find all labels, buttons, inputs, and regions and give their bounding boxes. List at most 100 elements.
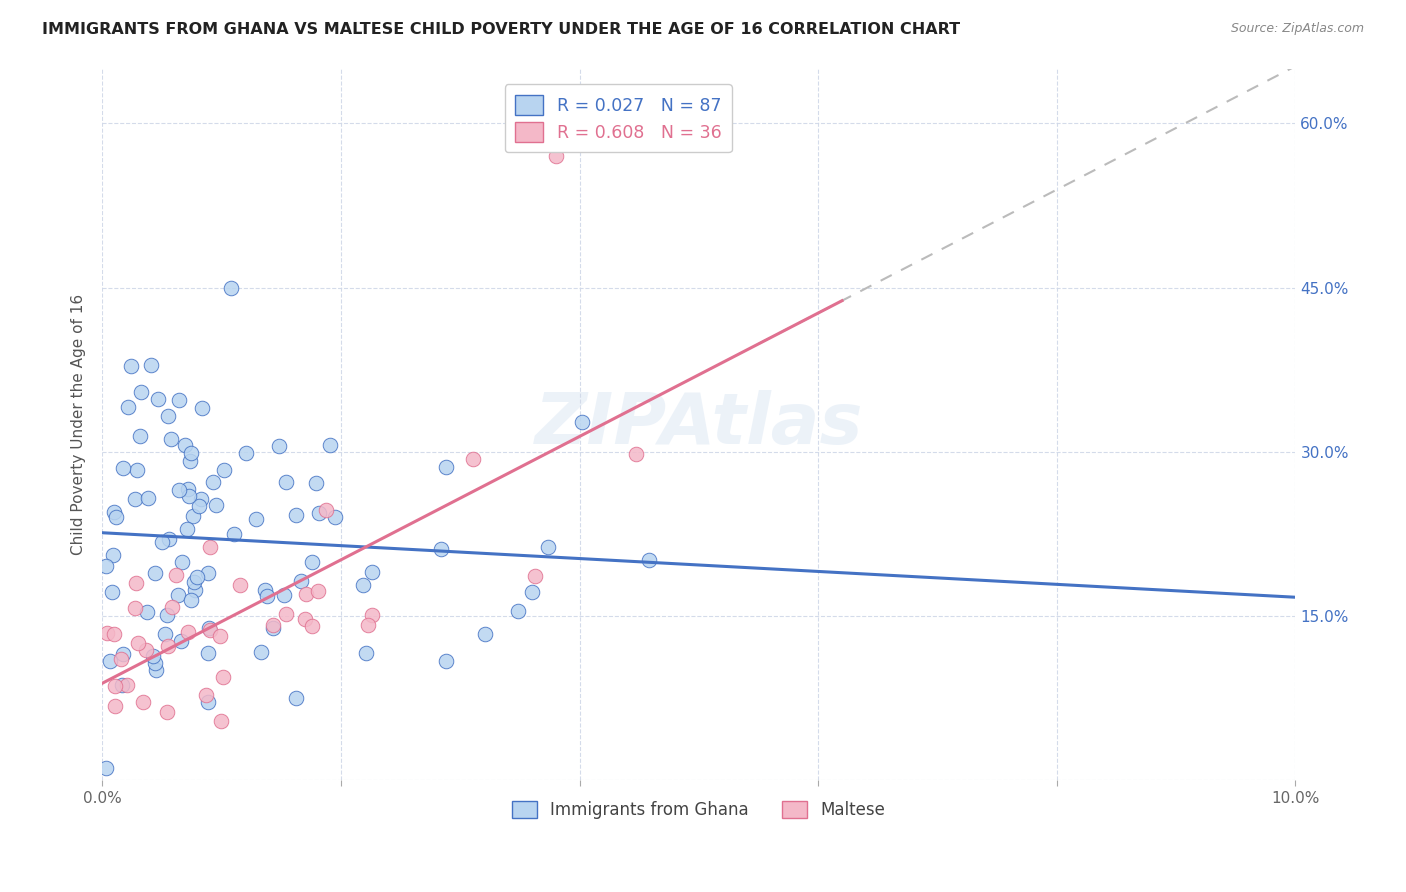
Point [256,589,278,603]
Point [463,452,485,467]
Point [124,600,146,615]
Point [544,149,567,163]
Point [626,447,648,461]
Point [352,577,374,591]
Point [135,642,157,657]
Point [276,475,298,489]
Point [219,280,242,294]
Y-axis label: Child Poverty Under the Age of 16: Child Poverty Under the Age of 16 [72,293,86,555]
Point [315,502,337,516]
Point [179,454,201,468]
Point [173,438,195,452]
Point [197,621,219,635]
Point [253,582,276,597]
Point [157,532,180,546]
Point [520,584,543,599]
Point [105,509,128,524]
Point [301,555,323,569]
Point [177,489,200,503]
Point [94,559,117,574]
Point [209,629,232,643]
Point [354,646,377,660]
Point [474,627,496,641]
Point [180,593,202,607]
Point [434,460,457,475]
Point [273,588,295,602]
Point [143,657,166,671]
Point [96,626,118,640]
Point [94,760,117,774]
Point [308,506,330,520]
Point [205,499,228,513]
Point [111,678,134,692]
Point [305,476,328,491]
Point [148,392,170,406]
Point [112,460,135,475]
Point [101,584,124,599]
Point [434,654,457,668]
Point [222,527,245,541]
Point [361,565,384,579]
Point [212,671,235,685]
Point [120,359,142,373]
Point [152,535,174,549]
Point [249,645,271,659]
Point [165,568,187,582]
Text: IMMIGRANTS FROM GHANA VS MALTESE CHILD POVERTY UNDER THE AGE OF 16 CORRELATION C: IMMIGRANTS FROM GHANA VS MALTESE CHILD P… [42,22,960,37]
Point [307,583,329,598]
Point [124,491,146,506]
Point [128,429,150,443]
Point [170,555,193,569]
Point [139,358,162,372]
Point [132,695,155,709]
Point [160,432,183,446]
Legend: Immigrants from Ghana, Maltese: Immigrants from Ghana, Maltese [505,794,893,825]
Point [136,605,159,619]
Point [319,438,342,452]
Point [262,618,284,632]
Point [104,699,127,714]
Point [506,604,529,618]
Point [571,415,593,429]
Point [235,446,257,460]
Point [103,504,125,518]
Point [176,522,198,536]
Point [284,508,307,523]
Point [430,542,453,557]
Point [360,608,382,623]
Point [245,512,267,526]
Point [117,400,139,414]
Point [138,491,160,506]
Point [167,392,190,407]
Point [127,636,149,650]
Point [129,384,152,399]
Point [197,566,219,581]
Point [184,582,207,597]
Point [229,578,252,592]
Point [170,634,193,648]
Point [190,491,212,506]
Point [110,652,132,666]
Point [274,607,297,621]
Point [191,401,214,415]
Point [285,691,308,706]
Point [181,508,204,523]
Point [183,575,205,590]
Point [153,627,176,641]
Point [524,569,547,583]
Point [325,510,347,524]
Point [290,574,312,588]
Point [145,663,167,677]
Point [115,678,138,692]
Point [111,647,134,661]
Point [357,618,380,632]
Text: Source: ZipAtlas.com: Source: ZipAtlas.com [1230,22,1364,36]
Point [197,646,219,660]
Point [201,475,224,490]
Point [295,587,318,601]
Point [186,569,208,583]
Point [162,600,184,615]
Point [180,446,202,460]
Point [98,654,121,668]
Point [209,714,232,728]
